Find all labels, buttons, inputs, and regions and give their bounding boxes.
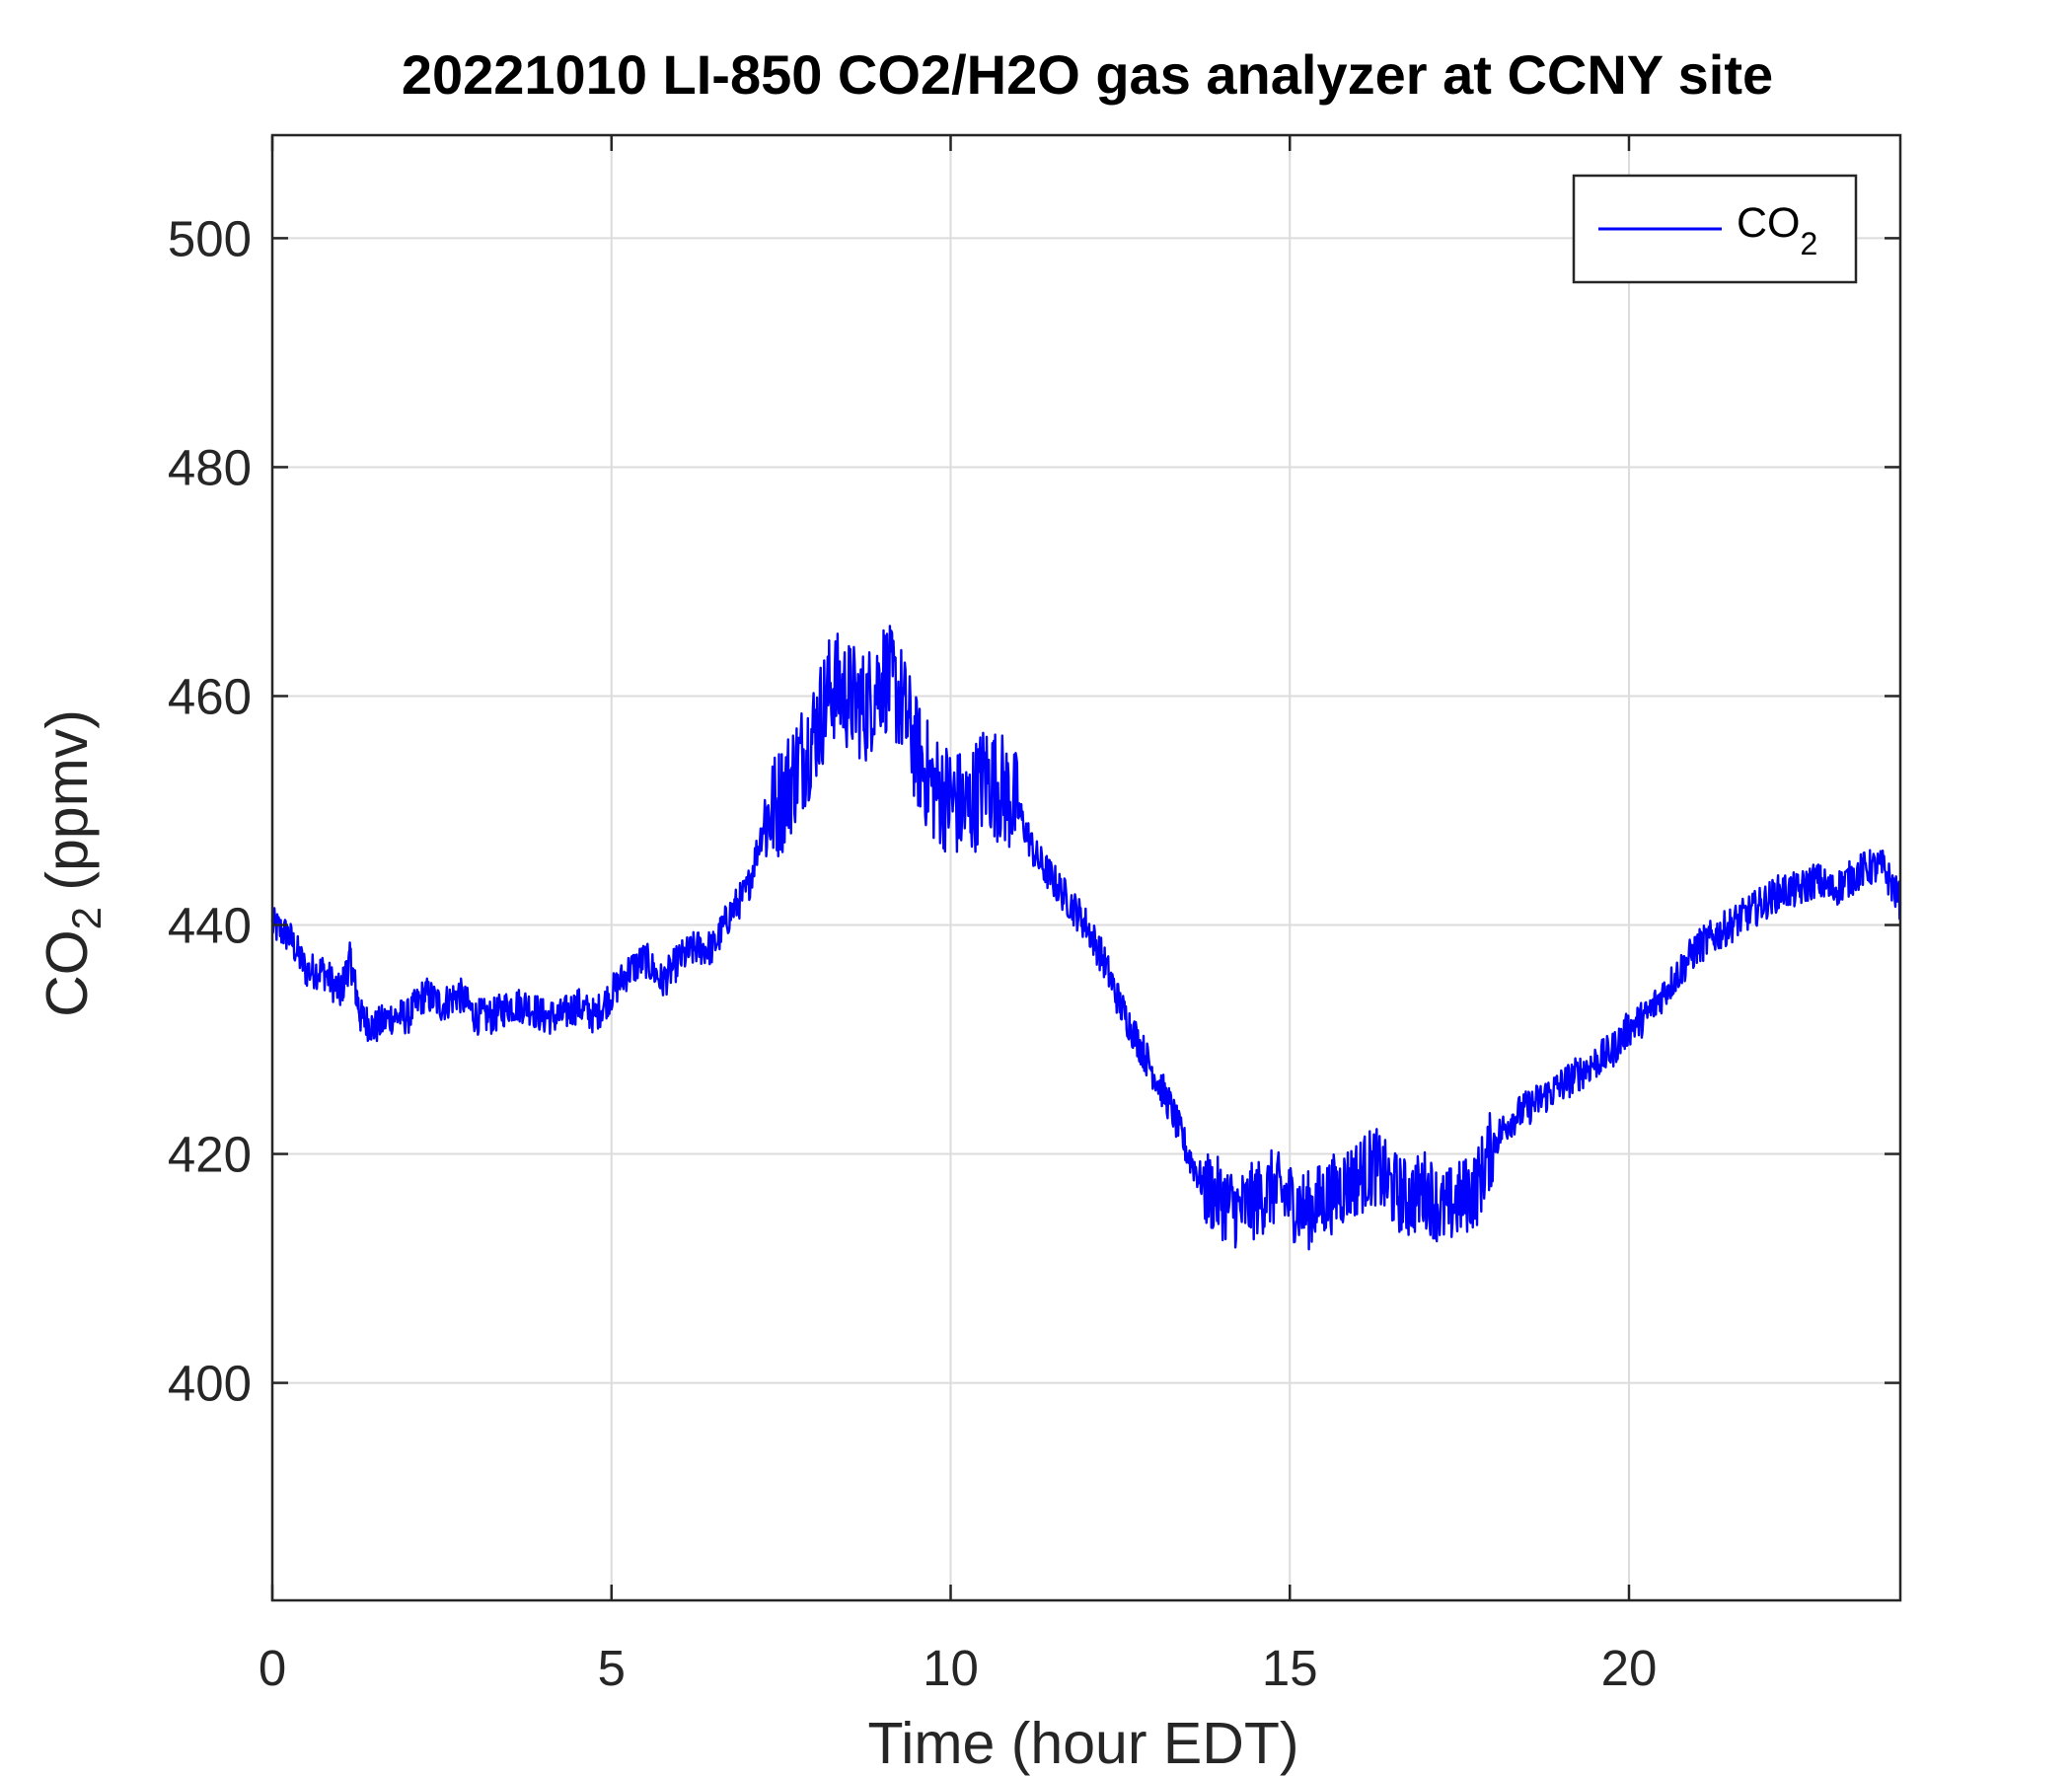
y-tick-label: 400 xyxy=(168,1356,252,1412)
y-tick-label: 460 xyxy=(168,668,252,724)
x-tick-label: 0 xyxy=(259,1640,286,1696)
x-tick-label: 15 xyxy=(1262,1640,1318,1696)
legend: CO2 xyxy=(1572,174,1858,284)
y-tick-labels: 400 420 440 460 480 500 xyxy=(168,210,252,1411)
x-tick-label: 10 xyxy=(923,1640,979,1696)
y-tick-label: 480 xyxy=(168,439,252,495)
legend-label-main: CO xyxy=(1737,199,1801,247)
y-axis-label-main: CO xyxy=(35,929,100,1017)
chart-title: 20221010 LI-850 CO2/H2O gas analyzer at … xyxy=(402,43,1773,106)
legend-label-co2: CO2 xyxy=(1737,199,1817,261)
y-axis-label-subscript: 2 xyxy=(63,907,110,929)
series-layer xyxy=(270,625,1902,1251)
y-axis-label: CO2 (ppmv) xyxy=(35,709,110,1017)
x-axis-label: Time (hour EDT) xyxy=(867,1711,1298,1776)
y-tick-label: 420 xyxy=(168,1127,252,1183)
y-axis-label-unit: (ppmv) xyxy=(35,709,100,907)
axes-box xyxy=(270,133,1902,1602)
x-tick-labels: 0 5 10 15 20 xyxy=(259,1640,1658,1696)
x-tick-label: 20 xyxy=(1601,1640,1658,1696)
y-tick-label: 500 xyxy=(168,210,252,266)
legend-label-subscript: 2 xyxy=(1801,226,1818,261)
y-tick-label: 440 xyxy=(168,898,252,954)
x-tick-label: 5 xyxy=(598,1640,626,1696)
axes xyxy=(270,133,1902,1602)
series-line-co2 xyxy=(270,625,1902,1251)
